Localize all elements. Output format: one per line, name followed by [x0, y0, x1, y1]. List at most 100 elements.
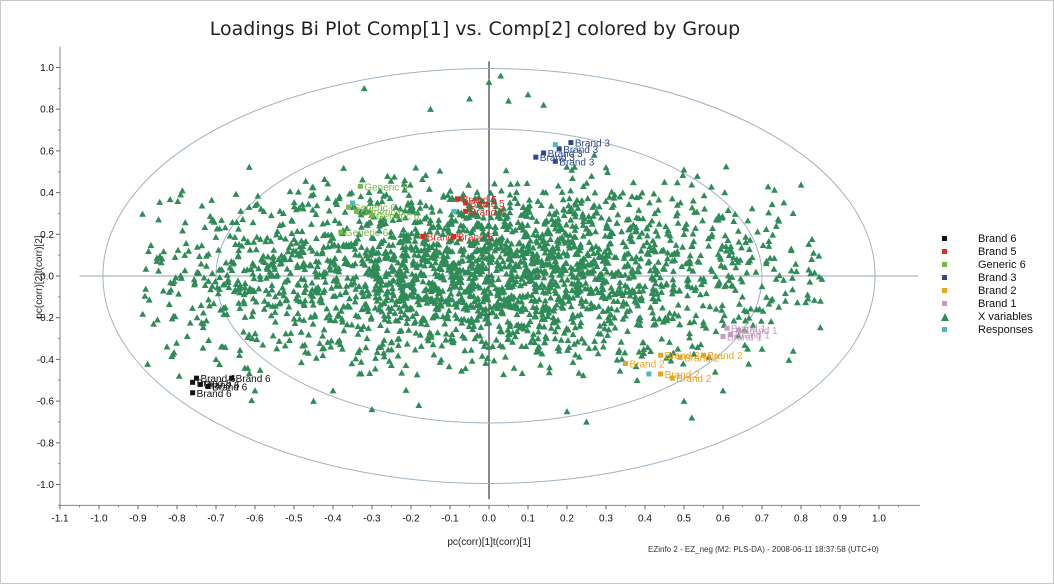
x-variable-point	[569, 238, 577, 245]
x-variable-point	[586, 305, 594, 312]
x-variable-point	[541, 249, 549, 256]
x-tick-label: -0.5	[285, 513, 303, 524]
x-variable-point	[640, 345, 648, 352]
x-variable-point	[599, 307, 607, 314]
x-variable-point	[669, 267, 677, 274]
x-variable-point	[518, 369, 526, 377]
x-variable-point	[718, 306, 726, 313]
x-variable-point	[301, 348, 309, 355]
x-variable-point	[520, 322, 528, 329]
x-variable-point	[730, 317, 738, 324]
x-variable-point	[788, 274, 796, 281]
x-variable-point	[413, 371, 421, 378]
x-variable-point	[746, 236, 754, 243]
x-variable-point	[439, 313, 447, 320]
legend-label: Brand 2	[978, 284, 1017, 297]
x-variable-point	[578, 335, 586, 342]
x-variable-point	[318, 250, 326, 257]
x-variable-point	[270, 246, 278, 253]
x-variable-point	[170, 349, 178, 356]
x-variable-point	[302, 177, 310, 184]
x-variable-point	[787, 247, 795, 254]
x-variable-point	[639, 339, 647, 346]
x-variable-point	[446, 187, 454, 194]
x-variable-point	[740, 306, 748, 313]
legend-triangle-marker	[940, 312, 950, 322]
x-variable-point	[507, 180, 515, 187]
x-variable-point	[390, 252, 398, 259]
x-variable-point	[721, 232, 729, 239]
x-variable-point	[650, 190, 658, 197]
x-variable-point	[217, 306, 224, 313]
x-variable-point	[789, 209, 797, 217]
x-variable-point	[592, 228, 599, 235]
legend-item: Brand 1	[940, 297, 1033, 310]
x-variable-point	[550, 248, 558, 255]
x-variable-point	[239, 215, 247, 223]
x-variable-point	[513, 311, 521, 318]
x-variable-point	[281, 342, 289, 349]
x-variable-point	[666, 309, 674, 316]
x-variable-point	[497, 187, 505, 194]
x-variable-point	[718, 301, 726, 308]
x-variable-point	[816, 324, 824, 331]
point-label: Brand 5	[470, 199, 505, 210]
x-variable-point	[486, 252, 493, 259]
x-variable-point	[473, 332, 481, 339]
x-variable-point	[244, 237, 252, 244]
x-variable-point	[508, 228, 516, 235]
x-variable-point	[399, 261, 406, 268]
x-variable-point	[597, 214, 605, 221]
x-variable-point	[385, 241, 393, 248]
x-variable-point	[618, 302, 626, 309]
x-variable-point	[427, 287, 435, 295]
x-variable-point	[347, 240, 355, 247]
x-variable-point	[218, 266, 226, 273]
response-point	[451, 208, 457, 214]
x-variable-point	[462, 301, 470, 308]
x-variable-point	[523, 249, 531, 257]
x-variable-point	[466, 262, 474, 269]
x-variable-point	[686, 257, 694, 264]
x-variable-point	[297, 237, 305, 244]
x-variable-point	[421, 287, 428, 294]
x-variable-point	[212, 356, 220, 363]
x-variable-point	[206, 302, 213, 309]
x-tick-label: 0.7	[755, 513, 769, 524]
legend-square-marker	[940, 273, 950, 283]
legend-item: Generic 6	[940, 258, 1033, 271]
x-variable-point	[624, 260, 632, 267]
x-variable-point	[458, 367, 465, 374]
x-variable-point	[802, 299, 809, 306]
x-variable-point	[418, 255, 426, 262]
x-variable-point	[465, 274, 473, 281]
x-variable-point	[461, 347, 469, 354]
x-variable-point	[388, 304, 395, 312]
x-variable-point	[658, 335, 666, 342]
group-point	[190, 379, 196, 385]
point-label: Brand 3	[575, 139, 610, 150]
x-variable-point	[382, 272, 389, 280]
x-variable-point	[200, 274, 208, 281]
x-variable-point	[459, 266, 467, 273]
x-variable-point	[693, 208, 701, 215]
x-variable-point	[540, 323, 548, 330]
x-variable-point	[561, 292, 569, 299]
x-variable-point	[638, 294, 646, 301]
x-variable-point	[358, 288, 366, 295]
x-variable-point	[445, 307, 453, 314]
x-variable-point	[375, 227, 383, 234]
legend-label: Brand 1	[978, 297, 1017, 310]
x-variable-point	[541, 283, 548, 290]
x-variable-point	[332, 304, 340, 311]
point-label: Brand 6	[212, 383, 247, 394]
x-variable-point	[311, 311, 319, 318]
x-variable-point	[435, 216, 443, 223]
x-variable-point	[234, 277, 242, 284]
x-variable-point	[290, 198, 298, 206]
x-variable-point	[411, 346, 419, 353]
x-variable-point	[524, 91, 532, 98]
x-variable-point	[447, 211, 455, 218]
x-variable-point	[621, 349, 629, 356]
x-variable-point	[528, 254, 536, 261]
